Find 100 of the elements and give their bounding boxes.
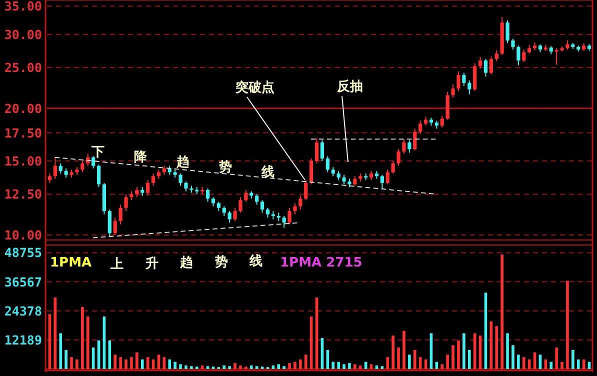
bar xyxy=(294,362,296,369)
candlestick xyxy=(310,158,314,185)
candlestick xyxy=(314,138,319,164)
bar xyxy=(560,362,564,369)
y-tick-label: 17.50 xyxy=(4,125,42,140)
candlestick xyxy=(151,173,156,186)
bar xyxy=(48,314,52,369)
candlestick xyxy=(456,70,460,92)
candlestick xyxy=(260,200,264,214)
y-tick-label: 12189 xyxy=(4,332,42,348)
bar xyxy=(457,340,460,369)
candlestick xyxy=(353,176,357,186)
bar xyxy=(506,333,509,369)
bar xyxy=(124,359,128,369)
bar xyxy=(86,316,90,369)
candlestick xyxy=(391,160,395,174)
candlestick xyxy=(451,84,455,98)
annotation: 反抽 xyxy=(336,78,363,94)
candlestick xyxy=(293,202,297,215)
candlestick xyxy=(178,173,182,186)
candlestick xyxy=(266,207,270,218)
candlestick xyxy=(222,206,226,216)
candlestick xyxy=(113,217,117,236)
bar xyxy=(250,365,253,369)
candlestick xyxy=(380,174,384,189)
bar xyxy=(92,348,95,369)
y-tick-label: 25.00 xyxy=(4,60,42,76)
bar xyxy=(408,354,411,369)
bar xyxy=(380,366,384,369)
candlestick xyxy=(413,128,417,151)
candlestick xyxy=(446,91,450,120)
bar xyxy=(136,352,138,369)
bar xyxy=(140,359,144,369)
candlestick xyxy=(402,138,406,154)
bar xyxy=(358,365,362,369)
bar xyxy=(130,357,133,369)
bar xyxy=(517,354,520,369)
bar xyxy=(452,345,454,369)
candlestick xyxy=(468,80,472,95)
candlestick xyxy=(511,38,515,50)
y-tick-label: 48755 xyxy=(4,245,42,260)
bar xyxy=(397,348,400,369)
y-tick-label: 24378 xyxy=(4,303,42,318)
candlestick xyxy=(146,180,150,196)
bar xyxy=(392,336,394,369)
candlestick xyxy=(184,181,188,192)
candlestick xyxy=(478,56,482,69)
bar xyxy=(119,357,122,369)
bar xyxy=(162,357,166,369)
bar xyxy=(500,254,504,369)
bar xyxy=(299,359,302,369)
bar xyxy=(354,364,356,369)
bar xyxy=(59,333,62,369)
candlestick xyxy=(440,115,444,128)
candlestick xyxy=(53,156,57,180)
candlestick xyxy=(462,72,466,87)
bar xyxy=(386,357,390,369)
candlestick xyxy=(58,162,62,174)
candlestick xyxy=(211,196,216,207)
bar xyxy=(462,333,466,369)
bar xyxy=(342,364,346,369)
bar xyxy=(64,350,68,369)
text: 下降趋势线 xyxy=(92,144,274,180)
bar xyxy=(146,357,150,369)
bar xyxy=(277,364,280,369)
text: 上升趋势线 xyxy=(110,254,262,272)
candlestick xyxy=(396,148,400,166)
bar xyxy=(157,354,160,369)
bar xyxy=(70,357,73,369)
bar xyxy=(239,365,242,369)
bar xyxy=(76,359,78,369)
bar xyxy=(555,348,558,369)
bar xyxy=(304,354,308,369)
candlestick xyxy=(80,160,84,173)
candlestick xyxy=(554,48,558,66)
bar xyxy=(332,362,335,369)
y-tick-label: 30.00 xyxy=(4,26,42,42)
candlestick xyxy=(331,166,335,177)
candlestick xyxy=(48,173,52,184)
bar xyxy=(402,330,406,369)
bar xyxy=(370,364,373,369)
annotation: 1PMA xyxy=(50,256,92,270)
bar xyxy=(282,366,286,369)
candlestick xyxy=(418,120,422,134)
candlestick xyxy=(320,140,324,162)
candlestick xyxy=(489,56,493,75)
candlestick xyxy=(494,50,498,62)
candlestick xyxy=(516,45,520,66)
candlestick xyxy=(206,188,210,202)
bar xyxy=(468,350,471,369)
bar xyxy=(288,363,291,369)
candlestick xyxy=(566,40,570,50)
candlestick xyxy=(238,196,242,214)
bar xyxy=(179,364,182,369)
bar xyxy=(222,365,226,369)
bar xyxy=(430,333,433,369)
bar xyxy=(495,326,498,369)
bar xyxy=(440,364,444,369)
y-tick-label: 35.00 xyxy=(4,0,42,14)
candlestick xyxy=(386,169,390,185)
